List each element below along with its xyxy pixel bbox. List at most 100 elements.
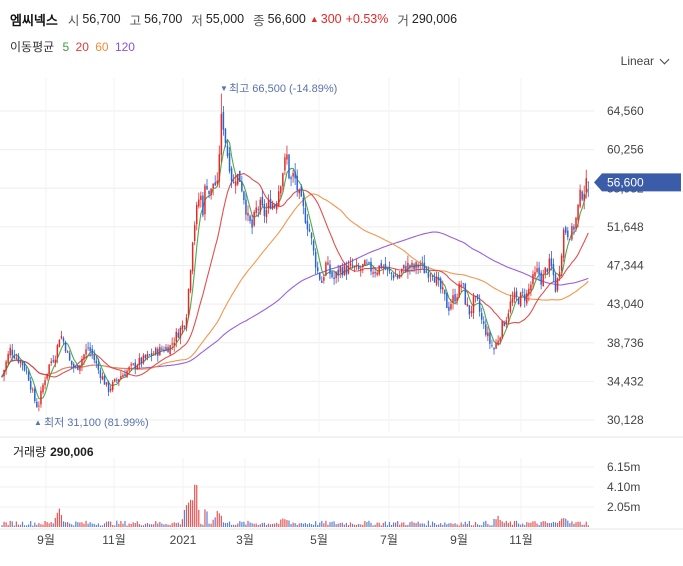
candle-body [433,277,436,283]
high-annotation: 최고 66,500 (-14.89%) [229,82,337,95]
volume-bar [216,511,218,527]
volume-bar [530,522,532,527]
candle-body [29,380,32,390]
volume-bar [239,521,241,527]
candle-body [351,264,354,267]
volume-bar [436,524,438,527]
volume-bar [310,524,313,527]
volume-bar [431,521,434,527]
candle-body [251,219,253,228]
candle-body [487,332,489,337]
price-tick-label: 38,736 [607,336,644,350]
candle-body [101,376,104,380]
volume-bar [528,522,530,527]
candle-body [11,349,13,356]
candle-body [353,266,356,267]
candle-body [105,382,108,385]
ma5-legend[interactable]: 5 [62,40,70,54]
volume-bar [19,524,22,527]
volume-bar [146,523,149,527]
candle-body [458,283,460,298]
volume-bar [497,515,499,527]
candle-body [478,300,481,312]
candle-body [499,337,501,342]
volume-bar [378,522,380,527]
ma60-legend[interactable]: 60 [95,40,109,54]
volume-label: 거 [397,13,409,28]
candle-body [398,274,401,278]
candle-body [306,220,309,230]
volume-bar [243,521,245,527]
volume-bar [44,520,46,527]
volume-bar [134,523,136,527]
candle-body [538,267,540,275]
open-value: 56,700 [82,12,121,26]
volume-bar [233,524,235,527]
candle-body [128,367,130,371]
volume-bar [171,523,173,527]
volume-bar [354,524,356,527]
volume-bar [187,502,190,527]
candle-body [442,287,444,290]
volume-bar [583,524,585,527]
volume-bar [126,525,128,527]
candle-body [579,189,581,207]
candle-body [271,204,274,209]
candle-body [159,347,161,356]
volume-bar [403,522,405,527]
volume-bar [60,514,63,527]
candle-body [476,294,479,300]
volume-bar [222,522,224,527]
ma120-legend[interactable]: 120 [114,40,135,54]
volume-bar [376,522,378,527]
volume-bar [120,521,122,527]
candle-body [134,362,136,369]
volume-bar [103,523,106,527]
volume-bar [581,524,583,527]
candle-body [376,272,378,275]
volume-bar [327,524,329,527]
candle-body [273,205,276,208]
candle-body [75,366,77,368]
candle-body [40,390,42,405]
candle-body [548,258,551,272]
candle-body [245,199,247,215]
candle-body [567,230,569,238]
candle-body [292,173,294,177]
volume-bar [356,524,358,527]
volume-tick-label: 6.15m [607,460,640,474]
candle-body [120,376,122,380]
volume-bar [364,521,366,527]
candle-body [530,284,532,291]
volume-bar [341,522,343,527]
volume-bar [397,521,399,527]
candle-body [308,229,311,232]
volume-bar [423,523,425,527]
candle-body [466,303,469,306]
candle-body [368,262,370,263]
volume-bar [411,521,413,527]
volume-bar [69,523,71,527]
candle-body [42,384,44,393]
volume-bar [388,522,391,527]
candle-body [282,173,284,187]
volume-bar [237,523,239,527]
volume-bar [499,520,501,527]
volume-bar [173,522,175,527]
candle-body [85,349,87,355]
volume-bar [62,521,65,527]
volume-bar [265,524,268,527]
candle-body [249,215,251,221]
volume-bar [128,523,130,527]
volume-bar [9,520,11,527]
volume-bar [130,524,132,527]
volume-bar [267,523,270,527]
volume-bar [503,522,505,527]
volume-bar [26,525,28,527]
volume-tick-label: 4.10m [607,480,640,494]
scale-dropdown[interactable]: Linear [621,54,670,68]
candle-body [382,266,385,268]
volume-bar [28,524,30,527]
ma20-legend[interactable]: 20 [75,40,89,54]
